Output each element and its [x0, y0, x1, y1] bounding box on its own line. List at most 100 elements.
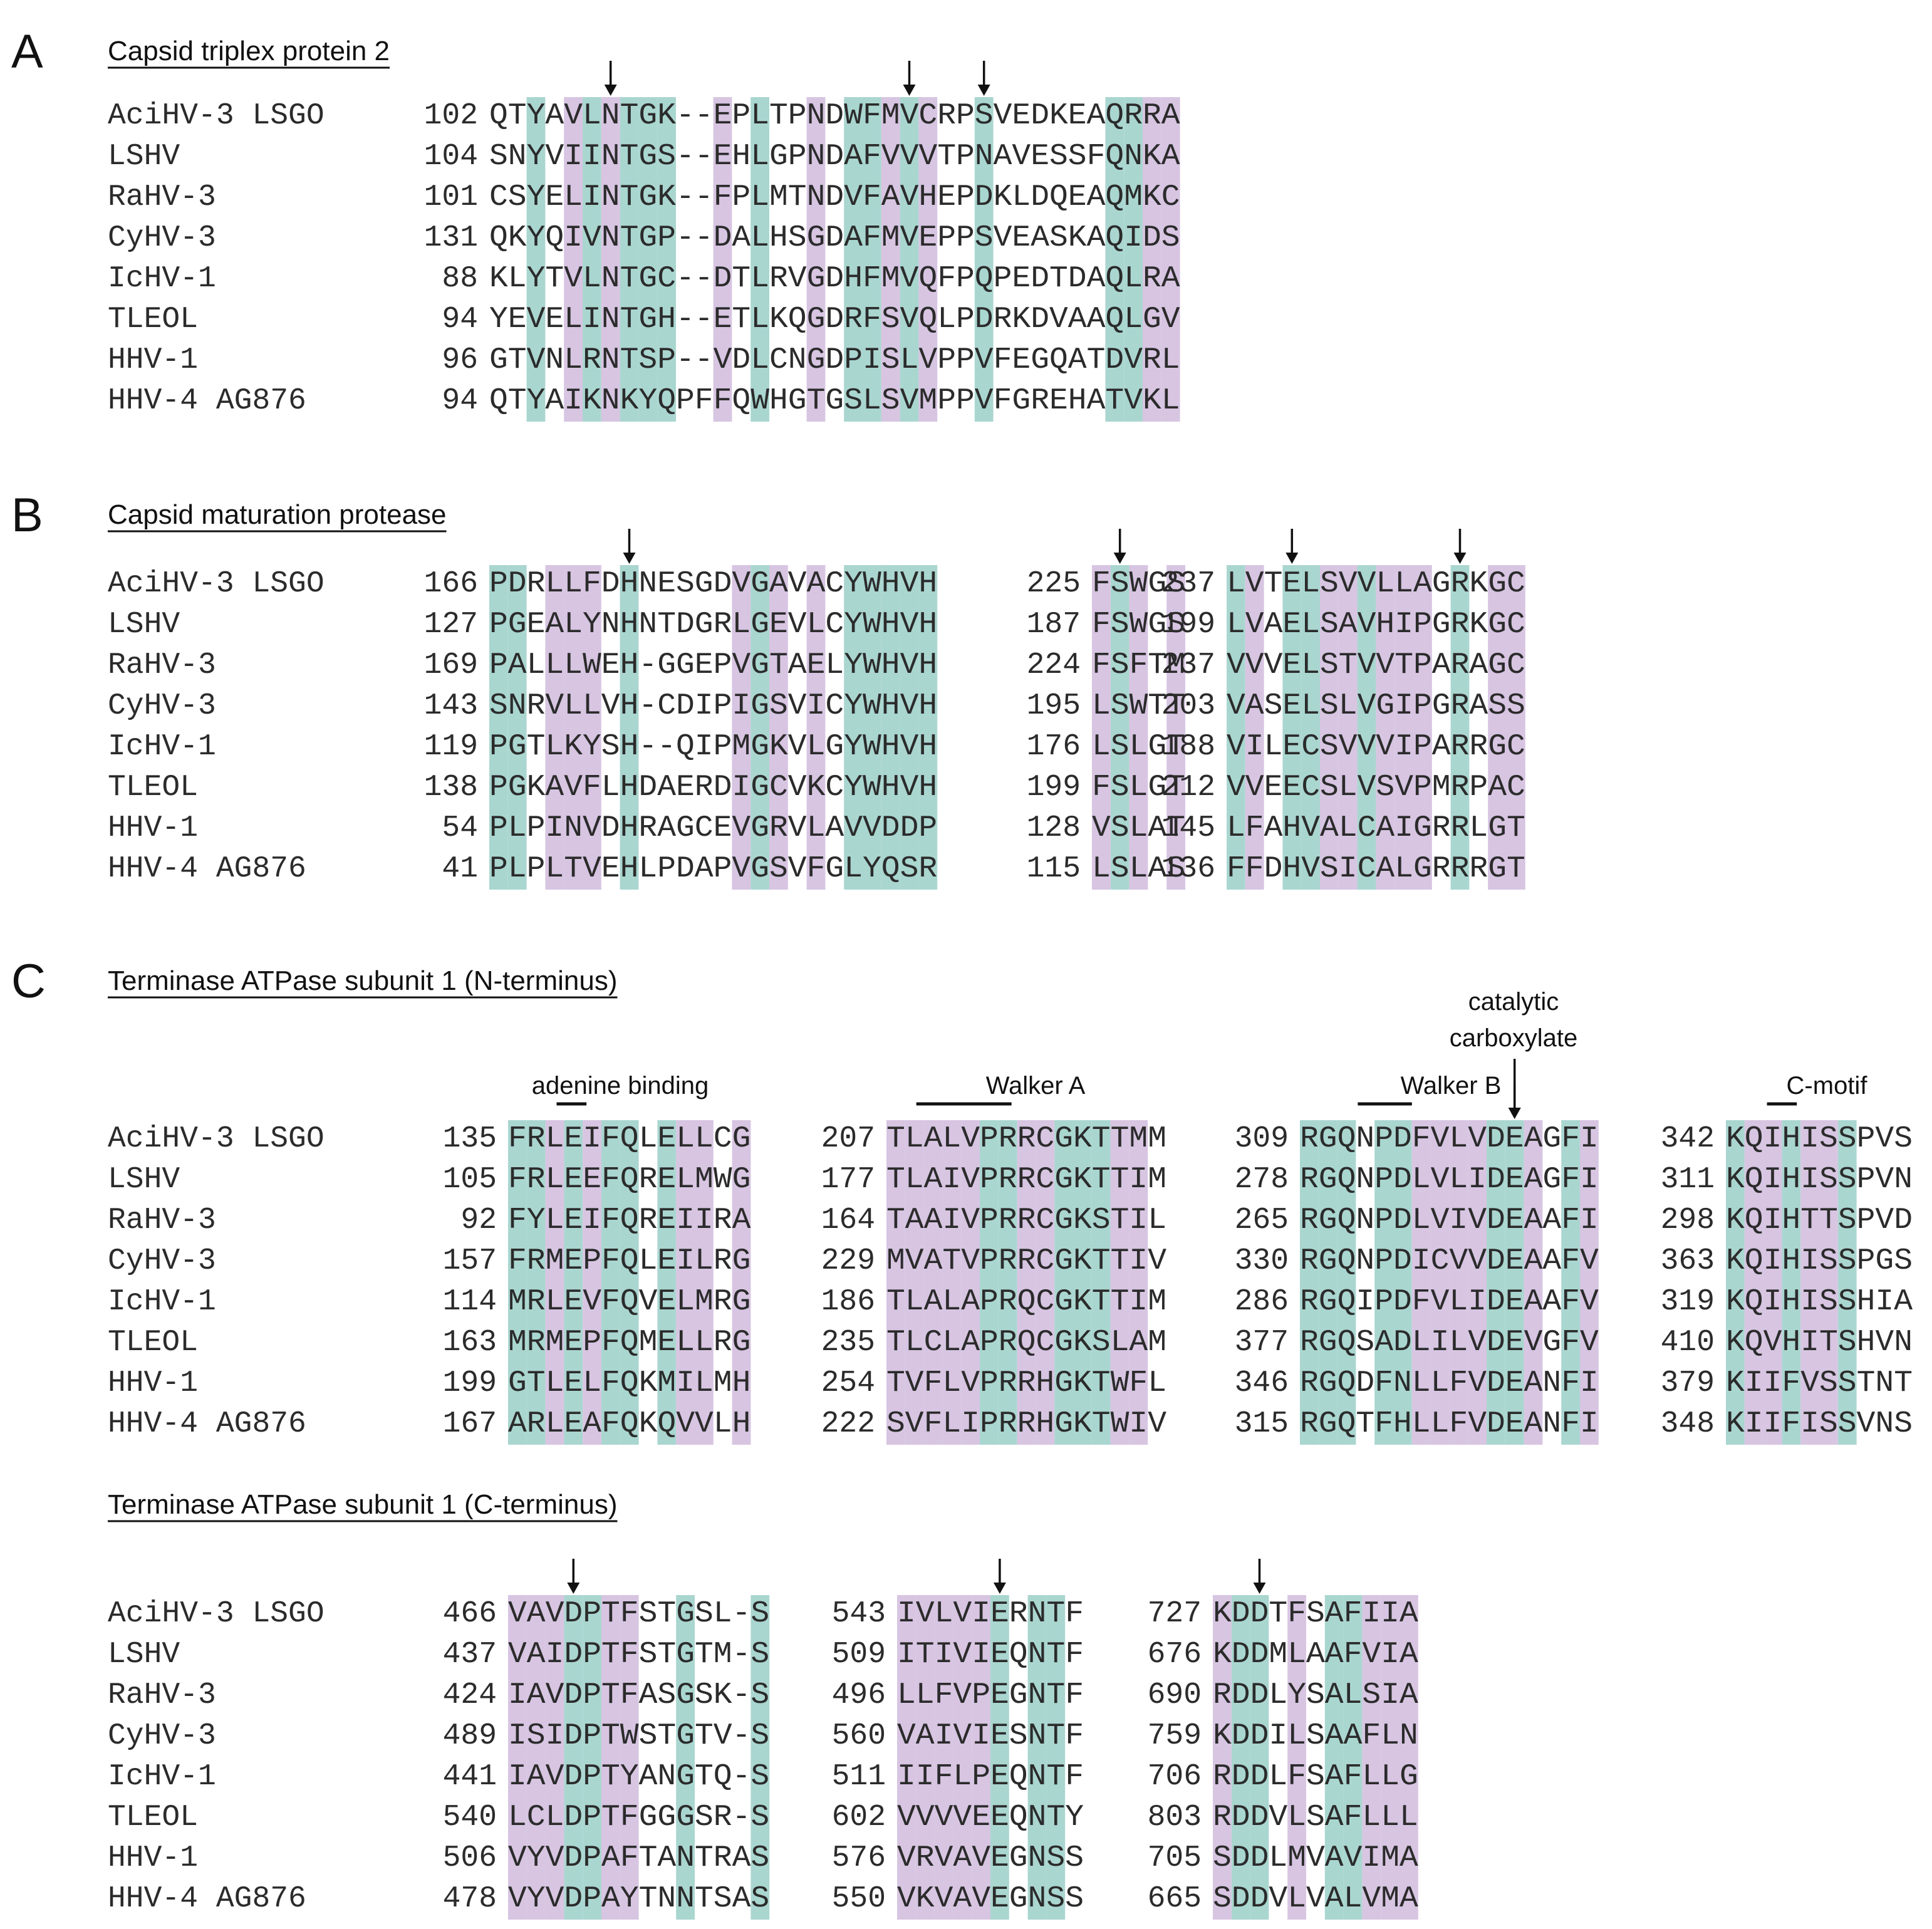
sequence-segment: FSWGS	[1092, 608, 1185, 642]
residue-start-number: 225	[1027, 567, 1081, 601]
sequence-segment: PLPINVDHRAGCEVGRVLAVVDDP	[489, 811, 937, 845]
conserved-column-purple	[1411, 1120, 1431, 1445]
conserved-column-teal	[526, 1120, 546, 1445]
sequence-segment: LVAELSAVHIPGRKGC	[1227, 608, 1525, 642]
species-name: CyHV-3	[108, 221, 216, 255]
conserved-column-teal	[750, 97, 769, 422]
sequence-segment: SNYVIINTGS--EHLGPNDAFVVVTPNAVESSFQNKA	[489, 140, 1180, 174]
conserved-column-teal	[620, 97, 639, 422]
conserved-column-purple	[1413, 565, 1432, 890]
residue-start-number: 188	[1161, 730, 1215, 764]
conserved-column-teal	[1343, 1595, 1363, 1920]
conserved-column-purple	[676, 1120, 695, 1445]
conserved-column-teal	[1054, 1120, 1073, 1445]
species-name: IcHV-1	[108, 1760, 216, 1794]
species-name: HHV-4 AG876	[108, 1882, 306, 1916]
conserved-column-purple	[1362, 1595, 1381, 1920]
sequence-segment: IIFLPEQNTF	[897, 1760, 1084, 1794]
conserved-column-teal	[1357, 565, 1376, 890]
residue-start-number: 496	[832, 1678, 886, 1712]
carboxylate-label: carboxylate	[1450, 1024, 1578, 1052]
residue-start-number: 665	[1148, 1882, 1202, 1916]
conserved-column-purple	[1507, 565, 1525, 890]
residue-start-number: 186	[821, 1285, 875, 1319]
residue-start-number: 88	[442, 262, 478, 296]
conserved-column-purple	[881, 97, 900, 422]
sequence-segment: PGTLKYSH--QIPMGKVLGYWHVH	[489, 730, 937, 764]
sequence-segment: KIIFVSSTNT	[1726, 1366, 1913, 1400]
walker-a-label: Walker A	[986, 1072, 1086, 1100]
panel-letter-a: A	[11, 25, 43, 78]
species-name: RaHV-3	[108, 180, 216, 214]
residue-start-number: 176	[1027, 730, 1081, 764]
residue-start-number: 143	[424, 689, 478, 723]
conserved-column-teal	[974, 97, 994, 422]
conserved-column-teal	[1782, 1120, 1801, 1445]
residue-start-number: 379	[1661, 1366, 1715, 1400]
conserved-column-purple	[601, 1595, 620, 1920]
residue-start-number: 298	[1661, 1204, 1715, 1237]
residue-start-number: 166	[424, 567, 478, 601]
sequence-segment: FRLEIFQLELLCG	[508, 1122, 750, 1156]
residue-start-number: 101	[424, 180, 478, 214]
sequence-segment: LSLAS	[1092, 852, 1185, 886]
conserved-column-teal	[863, 565, 881, 890]
sequence-segment: LSWTT	[1092, 689, 1185, 723]
residue-start-number: 676	[1148, 1638, 1202, 1672]
species-name: LSHV	[108, 1163, 180, 1197]
annotation-lines-layer	[108, 66, 1797, 1522]
species-name: CyHV-3	[108, 1719, 216, 1753]
conserved-column-purple	[545, 565, 564, 890]
conserved-column-purple	[1449, 1120, 1468, 1445]
species-name: HHV-1	[108, 1366, 198, 1400]
down-arrow-icon	[977, 85, 990, 96]
conserved-column-teal	[1027, 1595, 1047, 1920]
sequence-segment: RGQIPDFVLIDEAAFV	[1300, 1285, 1599, 1319]
conserved-column-purple	[905, 1120, 924, 1445]
sequence-segment: VAIVIESNTF	[897, 1719, 1084, 1753]
residue-start-number: 127	[424, 608, 478, 642]
residue-start-number: 199	[1027, 771, 1081, 804]
conserved-column-purple	[1800, 1120, 1819, 1445]
sequence-segment: LVTELSVVLLAGRKGC	[1227, 567, 1525, 601]
conserved-column-teal	[1487, 1120, 1505, 1445]
down-arrow-icon	[604, 85, 617, 96]
sequence-segment: KDDMLAAFVIA	[1213, 1638, 1418, 1672]
conserved-column-purple	[953, 1595, 972, 1920]
conserved-column-teal	[657, 97, 676, 422]
conserved-column-purple	[1287, 1595, 1306, 1920]
sequence-segment: KIIFISSVNS	[1726, 1407, 1913, 1441]
residue-start-number: 410	[1661, 1326, 1715, 1360]
c-motif-label: C-motif	[1787, 1072, 1868, 1100]
conserved-column-purple	[1394, 565, 1413, 890]
sequence-segment: VAIDPTFSTGTM-S	[508, 1638, 769, 1672]
sequence-segment: LLFVPEGNTF	[897, 1678, 1084, 1712]
species-name: RaHV-3	[108, 1204, 216, 1237]
sequence-segment: VYVDPAFTANTRAS	[508, 1841, 769, 1875]
conserved-column-purple	[526, 1595, 546, 1920]
sequence-segment: RGQDFNLLFVDEANFI	[1300, 1366, 1599, 1400]
residue-start-number: 119	[424, 730, 478, 764]
species-name: TLEOL	[108, 303, 198, 336]
residue-start-number: 346	[1235, 1366, 1289, 1400]
conserved-column-teal	[1337, 1120, 1356, 1445]
conserved-column-teal	[507, 565, 527, 890]
sequence-segment: TAAIVPRRCGKSTIL	[886, 1204, 1166, 1237]
residue-start-number: 237	[1161, 567, 1215, 601]
conserved-column-purple	[1524, 1120, 1543, 1445]
species-name: IcHV-1	[108, 262, 216, 296]
sequence-segment: RGQNPDLVIVDEAAFI	[1300, 1204, 1599, 1237]
residue-start-number: 94	[442, 303, 478, 336]
residue-start-number: 145	[1161, 811, 1215, 845]
sequence-segment: SVFLIPRRHGKTWIV	[886, 1407, 1166, 1441]
conserved-column-teal	[998, 1120, 1017, 1445]
conserved-column-teal	[750, 1595, 770, 1920]
residue-start-number: 135	[443, 1122, 497, 1156]
species-name: HHV-1	[108, 811, 198, 845]
conserved-column-purple	[1381, 1595, 1400, 1920]
residue-start-number: 136	[1161, 852, 1215, 886]
residue-start-number: 437	[443, 1638, 497, 1672]
residue-start-number: 199	[1161, 608, 1215, 642]
conserved-column-teal	[1374, 1120, 1393, 1445]
sequence-segment: KQIHISSPGS	[1726, 1244, 1913, 1278]
